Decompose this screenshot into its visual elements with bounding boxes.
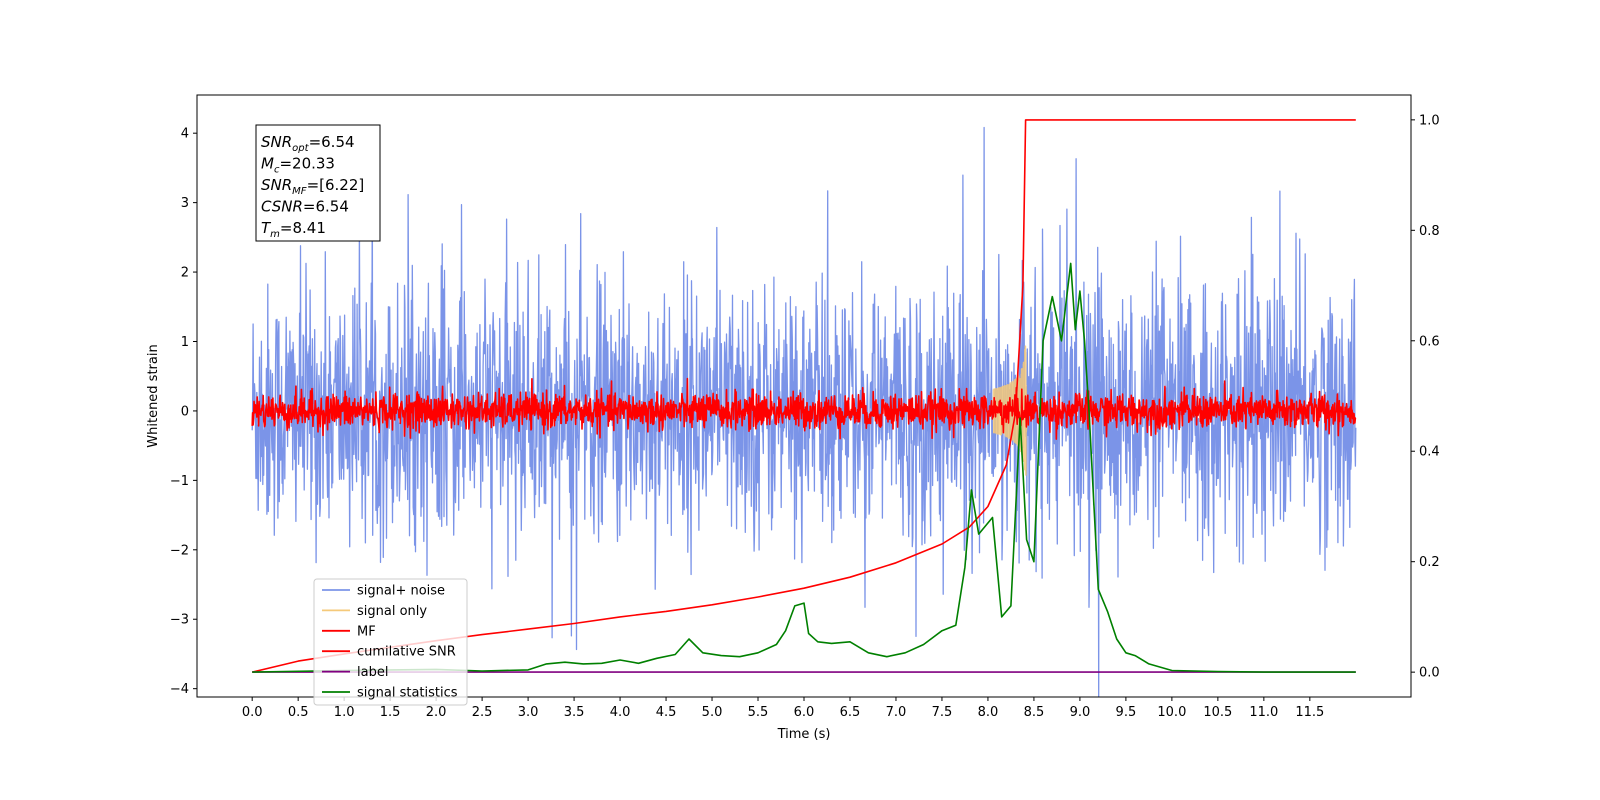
y-axis-label: Whitened strain [146,344,161,447]
legend-label: signal+ noise [357,584,445,599]
y-tick-label: 0 [181,404,189,419]
y-tick-label: 2 [181,266,189,281]
annotation-csnr: CSNR=6.54 [261,198,349,216]
x-tick-label: 11.0 [1249,705,1278,720]
series-signal-statistics [252,262,1356,673]
mc-value: =20.33 [279,155,335,173]
snr-mf-base: SNR [261,176,292,194]
x-tick-label: 11.5 [1295,705,1324,720]
x-axis-label: Time (s) [777,727,831,742]
x-tick-label: 5.0 [702,705,723,720]
x-tick-label: 7.0 [886,705,907,720]
snr-mf-sub: MF [292,186,307,197]
snr-opt-base: SNR [261,133,292,151]
y-right-tick-label: 0.0 [1419,666,1440,681]
y-right-tick-label: 1.0 [1419,113,1440,128]
y-right-tick-label: 0.2 [1419,555,1440,570]
snr-mf-value: =[6.22] [307,176,365,194]
x-tick-label: 5.5 [748,705,769,720]
tm-value: =8.41 [280,219,326,237]
x-tick-label: 0.0 [242,705,263,720]
legend-label: cumilative SNR [357,645,456,660]
snr-opt-value: =6.54 [309,133,355,151]
y-right-tick-label: 0.8 [1419,224,1440,239]
y-tick-label: −2 [170,543,189,558]
legend-label: MF [357,624,376,639]
annotation-mc: Mc=20.33 [261,155,335,176]
annotation-tm: Tm=8.41 [261,219,326,240]
legend-item-cumilative-snr: cumilative SNR [322,645,456,660]
x-tick-label: 8.0 [978,705,999,720]
mc-sub: c [274,165,280,176]
x-tick-label: 3.0 [518,705,539,720]
legend-item-signal-only: signal only [322,604,427,619]
annotation-frame [255,124,381,242]
series-mf [251,377,1357,440]
mc-base: M [261,155,274,173]
x-tick-label: 8.5 [1024,705,1045,720]
x-tick-label: 3.5 [564,705,585,720]
y-right-tick-label: 0.6 [1419,334,1440,349]
legend-item-signal-statistics: signal statistics [322,686,458,701]
annotation-snr-opt: SNRopt=6.54 [261,133,355,154]
x-tick-label: 1.0 [334,705,355,720]
x-tick-label: 7.5 [932,705,953,720]
legend-frame [313,578,468,706]
x-tick-label: 2.0 [426,705,447,720]
y-right-tick-label: 0.4 [1419,445,1440,460]
csnr-base: CSNR [261,198,303,216]
x-tick-label: 0.5 [288,705,309,720]
x-tick-label: 4.0 [610,705,631,720]
y-tick-label: 1 [181,335,189,350]
annotation-snr-mf: SNRMF=[6.22] [261,176,364,197]
csnr-value: =6.54 [303,198,349,216]
legend-item-signal-noise: signal+ noise [322,584,445,599]
tm-sub: m [270,229,280,240]
legend-label: signal only [357,604,427,619]
legend-item-mf: MF [322,624,376,639]
snr-opt-sub: opt [292,143,309,154]
y-tick-label: 3 [181,196,189,211]
tm-base: T [261,219,272,237]
legend-label: signal statistics [357,686,458,701]
y-tick-label: −4 [170,682,189,697]
x-tick-label: 1.5 [380,705,401,720]
x-tick-label: 9.5 [1116,705,1137,720]
y-tick-label: −1 [170,474,189,489]
ticks-layer: 0.0 0.5 1.0 1.5 2.0 2.5 3.0 3.5 4.0 4.5 5.0 5.5 6.0 6… [170,113,1440,720]
legend-item-label: label [322,665,388,680]
x-tick-label: 6.5 [840,705,861,720]
legend: signal+ noise signal only MF cumilative SNR… [313,578,468,706]
x-tick-label: 9.0 [1070,705,1091,720]
legend-items: signal+ noise signal only MF cumilative SNR… [322,584,458,701]
x-tick-label: 4.5 [656,705,677,720]
y-tick-label: 4 [181,127,189,142]
y-tick-label: −3 [170,613,189,628]
legend-label: label [357,665,388,680]
x-tick-label: 6.0 [794,705,815,720]
x-tick-label: 2.5 [472,705,493,720]
x-tick-label: 10.5 [1203,705,1232,720]
parameter-annotation-box: SNRopt=6.54 Mc=20.33 SNRMF=[6.22] CSNR=6… [255,124,381,242]
x-tick-label: 10.0 [1157,705,1186,720]
